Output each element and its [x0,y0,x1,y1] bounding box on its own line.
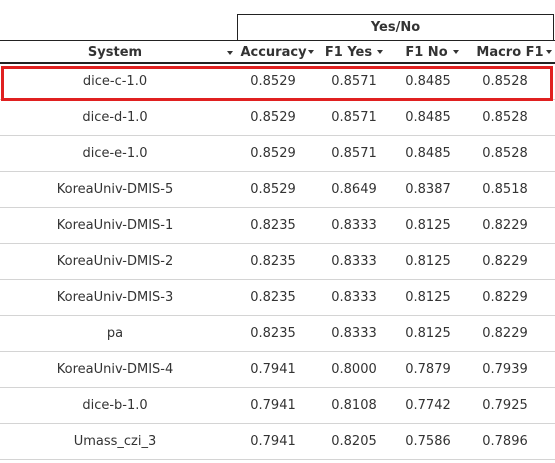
f1-yes-cell: 0.8333 [331,254,377,269]
chevron-down-icon [307,50,314,54]
chevron-down-icon [545,50,552,54]
f1-yes-cell: 0.8205 [331,434,377,449]
accuracy-cell: 0.8529 [250,110,296,125]
f1-yes-cell: 0.8571 [331,74,377,89]
table-row[interactable]: dice-b-1.0 0.7941 0.8108 0.7742 0.7925 [0,388,555,424]
column-header-f1-no-label: F1 No [405,44,448,60]
column-header-system-label: System [87,44,143,60]
system-cell: dice-c-1.0 [82,74,148,89]
system-cell: pa [106,326,124,341]
column-header-f1-yes[interactable]: F1 Yes [318,41,390,63]
accuracy-cell: 0.8529 [250,182,296,197]
system-cell: Umass_czi_3 [73,434,157,449]
column-header-accuracy-label: Accuracy [240,44,307,60]
f1-no-cell: 0.7586 [405,434,451,449]
column-header-f1-no[interactable]: F1 No [397,41,467,63]
f1-yes-cell: 0.8333 [331,218,377,233]
accuracy-cell: 0.8235 [250,290,296,305]
f1-yes-cell: 0.8333 [331,326,377,341]
f1-yes-cell: 0.8108 [331,398,377,413]
table-header-row: System Accuracy F1 Yes F1 No Macro F1 [0,40,555,64]
accuracy-cell: 0.7941 [250,398,296,413]
f1-no-cell: 0.7742 [405,398,451,413]
chevron-down-icon[interactable] [227,51,233,55]
table-row[interactable]: KoreaUniv-DMIS-3 0.8235 0.8333 0.8125 0.… [0,280,555,316]
f1-no-cell: 0.8125 [405,254,451,269]
system-cell: dice-b-1.0 [82,398,148,413]
accuracy-cell: 0.8235 [250,326,296,341]
macro-f1-cell: 0.8528 [482,146,528,161]
f1-no-cell: 0.8125 [405,290,451,305]
table-row[interactable]: KoreaUniv-DMIS-5 0.8529 0.8649 0.8387 0.… [0,172,555,208]
system-cell: KoreaUniv-DMIS-1 [56,218,174,233]
accuracy-cell: 0.7941 [250,434,296,449]
system-cell: KoreaUniv-DMIS-3 [56,290,174,305]
f1-no-cell: 0.7879 [405,362,451,377]
accuracy-cell: 0.8529 [250,74,296,89]
table-row[interactable]: KoreaUniv-DMIS-4 0.7941 0.8000 0.7879 0.… [0,352,555,388]
f1-yes-cell: 0.8649 [331,182,377,197]
column-header-macro-f1-label: Macro F1 [476,44,544,60]
macro-f1-cell: 0.8518 [482,182,528,197]
f1-yes-cell: 0.8333 [331,290,377,305]
macro-f1-cell: 0.8229 [482,326,528,341]
accuracy-cell: 0.8235 [250,218,296,233]
chevron-down-icon [377,50,384,54]
macro-f1-cell: 0.8229 [482,254,528,269]
system-cell: KoreaUniv-DMIS-2 [56,254,174,269]
table-row[interactable]: dice-c-1.0 0.8529 0.8571 0.8485 0.8528 [0,64,555,100]
f1-no-cell: 0.8485 [405,74,451,89]
macro-f1-cell: 0.8229 [482,290,528,305]
f1-yes-cell: 0.8000 [331,362,377,377]
table-row[interactable]: Umass_czi_3 0.7941 0.8205 0.7586 0.7896 [0,424,555,460]
f1-no-cell: 0.8387 [405,182,451,197]
system-cell: dice-e-1.0 [82,146,148,161]
f1-no-cell: 0.8125 [405,218,451,233]
macro-f1-cell: 0.8528 [482,74,528,89]
table-row[interactable]: dice-e-1.0 0.8529 0.8571 0.8485 0.8528 [0,136,555,172]
group-header-yes-no: Yes/No [237,14,554,40]
accuracy-cell: 0.8529 [250,146,296,161]
table-row[interactable]: dice-d-1.0 0.8529 0.8571 0.8485 0.8528 [0,100,555,136]
system-cell: KoreaUniv-DMIS-5 [56,182,174,197]
macro-f1-cell: 0.7939 [482,362,528,377]
f1-yes-cell: 0.8571 [331,110,377,125]
macro-f1-cell: 0.7896 [482,434,528,449]
macro-f1-cell: 0.8528 [482,110,528,125]
system-cell: KoreaUniv-DMIS-4 [56,362,174,377]
system-cell: dice-d-1.0 [82,110,148,125]
f1-no-cell: 0.8485 [405,110,451,125]
chevron-down-icon [452,50,459,54]
accuracy-cell: 0.8235 [250,254,296,269]
table-row[interactable]: KoreaUniv-DMIS-1 0.8235 0.8333 0.8125 0.… [0,208,555,244]
table-row[interactable]: pa 0.8235 0.8333 0.8125 0.8229 [0,316,555,352]
column-header-system[interactable]: System [0,41,230,63]
accuracy-cell: 0.7941 [250,362,296,377]
macro-f1-cell: 0.8229 [482,218,528,233]
f1-no-cell: 0.8125 [405,326,451,341]
column-header-accuracy[interactable]: Accuracy [237,41,317,63]
f1-no-cell: 0.8485 [405,146,451,161]
table-row[interactable]: KoreaUniv-DMIS-2 0.8235 0.8333 0.8125 0.… [0,244,555,280]
macro-f1-cell: 0.7925 [482,398,528,413]
table-body: dice-c-1.0 0.8529 0.8571 0.8485 0.8528 d… [0,64,555,460]
f1-yes-cell: 0.8571 [331,146,377,161]
column-header-macro-f1[interactable]: Macro F1 [474,41,554,63]
column-header-f1-yes-label: F1 Yes [324,44,373,60]
